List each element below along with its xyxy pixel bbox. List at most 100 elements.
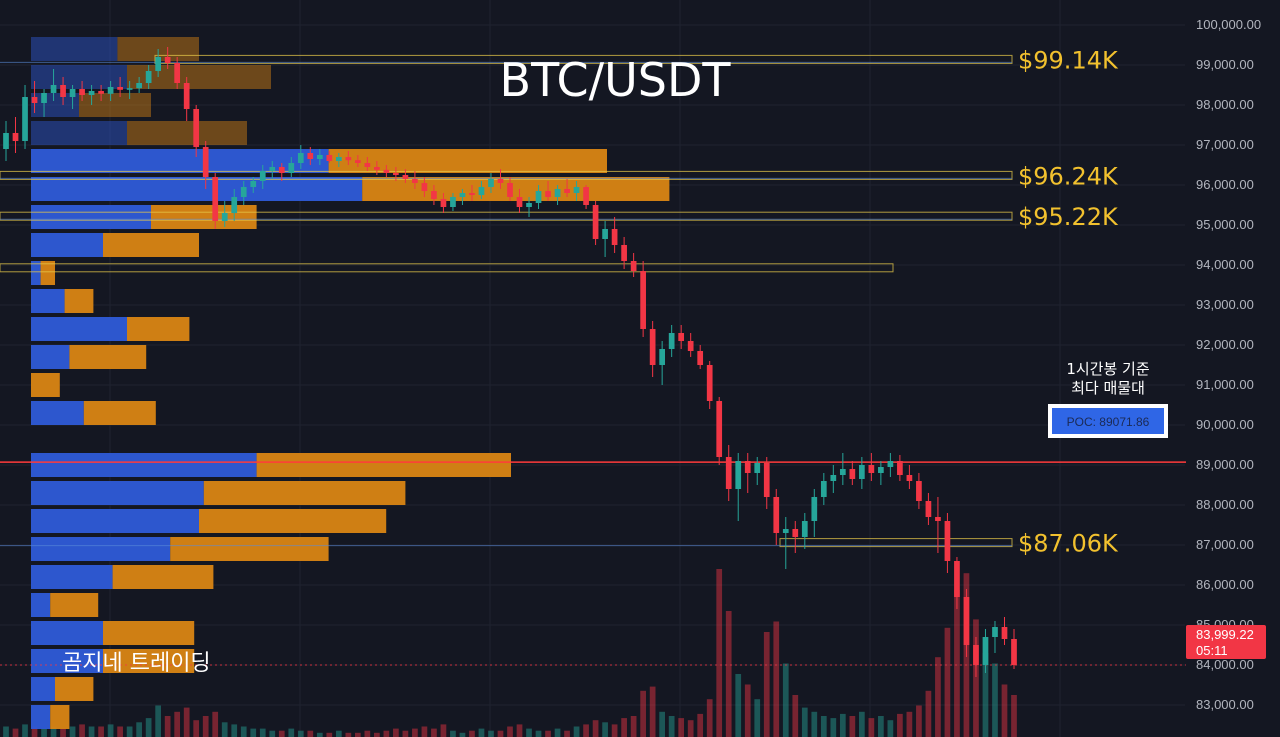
- candle-body: [811, 497, 818, 521]
- candle-body: [659, 349, 666, 365]
- candle-body: [383, 169, 390, 173]
- candle-body: [554, 189, 561, 197]
- candle-body: [497, 179, 504, 183]
- volume-bar: [164, 716, 171, 737]
- vp-buy-bar: [31, 509, 199, 533]
- candle-body: [1011, 639, 1017, 666]
- volume-bar: [621, 718, 627, 737]
- volume-bar: [383, 730, 390, 737]
- candle-body: [507, 183, 513, 197]
- candle-body: [278, 167, 285, 173]
- candle-body: [516, 197, 523, 207]
- volume-bar: [240, 726, 247, 737]
- last-price-label: 83,999.22: [1196, 627, 1254, 642]
- vp-buy-bar: [31, 453, 257, 477]
- volume-bar: [897, 713, 903, 737]
- volume-bar: [687, 720, 694, 737]
- volume-bar: [145, 718, 152, 737]
- candle-body: [431, 191, 437, 199]
- volume-bar: [706, 699, 713, 737]
- candle-body: [345, 157, 352, 161]
- last-price-tag: [1186, 625, 1266, 659]
- candle-body: [469, 193, 475, 195]
- vp-buy-bar: [31, 121, 127, 145]
- volume-bar: [801, 707, 808, 737]
- candle-body: [98, 91, 104, 94]
- volume-bar: [592, 720, 599, 737]
- volume-bar: [431, 728, 437, 737]
- volume-bar: [60, 728, 66, 737]
- volume-bar: [611, 724, 618, 737]
- vp-sell-bar: [40, 261, 55, 285]
- candle-body: [202, 147, 209, 177]
- candle-body: [545, 191, 551, 197]
- candle-body: [621, 245, 627, 261]
- candle-body: [906, 475, 913, 481]
- candle-body: [288, 163, 295, 173]
- candle-body: [935, 517, 941, 521]
- candle-body: [611, 229, 618, 245]
- volume-bar: [440, 724, 447, 737]
- candle-body: [22, 97, 28, 141]
- vp-buy-bar: [31, 177, 363, 201]
- volume-bar: [725, 611, 732, 737]
- candle-body: [50, 85, 57, 93]
- candle-body: [79, 89, 85, 95]
- volume-bar: [906, 711, 913, 737]
- candle-body: [1001, 627, 1008, 639]
- y-tick-label: 89,000.00: [1196, 457, 1254, 472]
- candle-body: [868, 465, 875, 473]
- vp-sell-bar: [170, 537, 329, 561]
- vp-sell-bar: [64, 289, 94, 313]
- candle-body: [193, 109, 200, 147]
- candle-body: [687, 341, 694, 351]
- volume-bar: [231, 724, 238, 737]
- volume-bar: [773, 621, 780, 737]
- price-axis[interactable]: 100,000.00 99,000.00 98,000.00 97,000.00 96,…: [1196, 17, 1261, 737]
- vp-sell-bar: [69, 345, 147, 369]
- volume-bar: [573, 726, 580, 737]
- vp-buy-bar: [31, 65, 127, 89]
- candle-body: [744, 461, 751, 473]
- volume-bar: [554, 728, 561, 737]
- candle-body: [136, 83, 142, 89]
- candle-body: [573, 187, 580, 193]
- volume-bar: [12, 728, 19, 737]
- volume-bar: [744, 684, 751, 737]
- poc-label: POC: 89071.86: [1067, 415, 1150, 429]
- vp-sell-bar: [127, 317, 190, 341]
- candle-body: [716, 401, 723, 457]
- volume-bar: [649, 686, 656, 737]
- candle-body: [250, 181, 257, 187]
- candle-body: [992, 627, 998, 637]
- candle-body: [763, 463, 770, 497]
- y-tick-label: 96,000.00: [1196, 177, 1254, 192]
- volume-bar: [973, 619, 979, 737]
- volume-bar: [811, 711, 818, 737]
- volume-bar: [202, 716, 209, 737]
- candle-body: [393, 173, 399, 175]
- candle-body: [735, 461, 742, 489]
- vp-sell-bar: [103, 621, 195, 645]
- volume-bar: [820, 716, 827, 737]
- countdown-label: 05:11: [1196, 643, 1228, 658]
- volume-bar: [735, 674, 742, 737]
- volume-bar: [545, 730, 551, 737]
- candle-body: [107, 87, 114, 94]
- y-tick-label: 92,000.00: [1196, 337, 1254, 352]
- volume-profile: [31, 37, 670, 729]
- volume-bar: [982, 653, 989, 737]
- vp-sell-bar: [362, 177, 670, 201]
- volume-bar: [878, 716, 884, 737]
- vp-sell-bar: [328, 149, 607, 173]
- volume-bar: [155, 705, 162, 737]
- candle-body: [592, 205, 599, 239]
- y-tick-label: 97,000.00: [1196, 137, 1254, 152]
- poc-label-box: [1052, 408, 1164, 434]
- candle-body: [231, 197, 238, 213]
- volume-bar: [402, 730, 409, 737]
- volume-bar: [944, 627, 951, 737]
- volume-bar: [374, 732, 380, 737]
